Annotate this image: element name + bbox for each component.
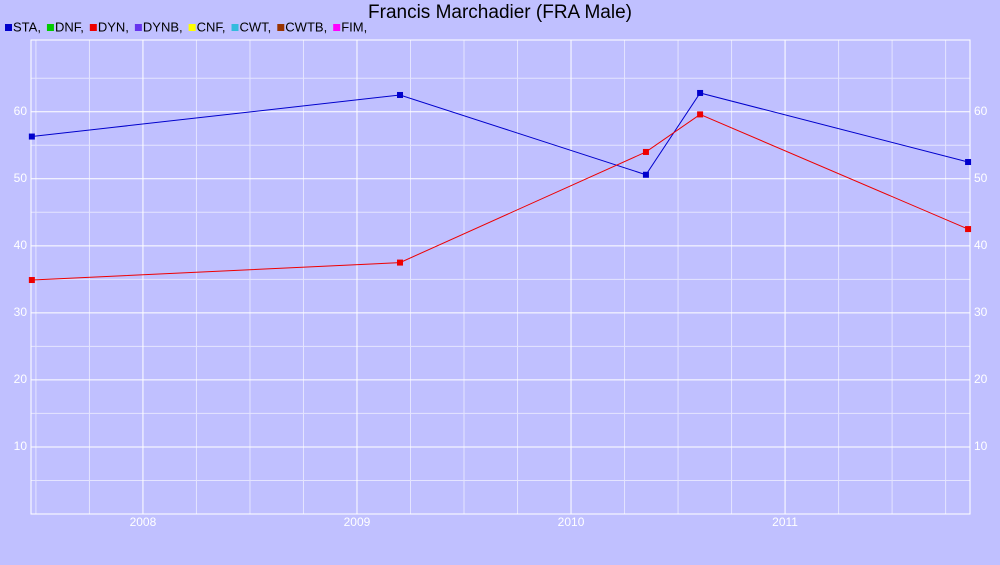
legend-label: DYNB, (143, 19, 183, 34)
y2-tick-label: 40 (974, 238, 988, 252)
legend-label: CWT, (240, 19, 272, 34)
y-tick-label: 10 (14, 439, 28, 453)
y2-tick-label: 60 (974, 104, 988, 118)
point (642, 148, 649, 155)
y2-tick-label: 10 (974, 439, 988, 453)
y-tick-label: 40 (14, 238, 28, 252)
legend-swatch (277, 24, 285, 31)
legend-swatch (89, 24, 97, 31)
point (642, 171, 649, 178)
point (697, 89, 704, 96)
legend-swatch (46, 24, 54, 31)
legend-label: DYN, (98, 19, 129, 34)
y-tick-label: 60 (14, 104, 28, 118)
plot-frame (30, 39, 971, 515)
legend-swatch (188, 24, 196, 31)
point (965, 159, 972, 166)
point (397, 91, 404, 98)
legend-label: CWTB, (285, 19, 327, 34)
x-tick-label: 2011 (772, 515, 798, 529)
x-tick-label: 2009 (344, 515, 371, 529)
y-tick-label: 50 (14, 171, 28, 185)
legend-label: CNF, (197, 19, 226, 34)
y-tick-label: 30 (14, 305, 28, 319)
x-tick-label: 2008 (130, 515, 157, 529)
legend-swatch (5, 24, 12, 31)
legend-label: FIM, (341, 19, 367, 34)
point (28, 277, 35, 284)
legend-label: STA, (13, 19, 41, 34)
y-tick-label: 20 (14, 372, 28, 386)
point (965, 226, 972, 233)
x-tick-label: 2010 (558, 515, 585, 529)
legend-swatch (134, 24, 142, 31)
y2-tick-label: 20 (974, 372, 988, 386)
chart-title: Francis Marchadier (FRA Male) (368, 2, 632, 23)
legend-swatch (231, 24, 239, 31)
point (397, 259, 404, 266)
y2-tick-label: 50 (974, 171, 988, 185)
series-line (31, 92, 969, 176)
legend-swatch (333, 24, 341, 31)
y2-tick-label: 30 (974, 305, 988, 319)
point (697, 111, 704, 118)
series-line (31, 113, 969, 281)
point (28, 133, 35, 140)
legend-label: DNF, (55, 19, 84, 34)
